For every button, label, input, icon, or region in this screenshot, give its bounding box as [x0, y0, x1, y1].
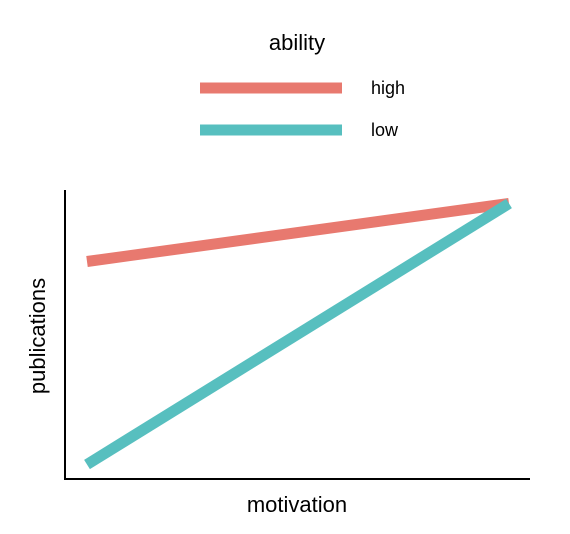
series-line-high [86, 198, 510, 267]
series-line-low [84, 198, 512, 470]
plot-area [84, 198, 512, 470]
legend: ability high low [200, 30, 405, 140]
legend-title: ability [269, 30, 325, 55]
axes [64, 190, 530, 480]
y-axis-title: publications [25, 278, 50, 394]
x-axis-title: motivation [247, 492, 347, 517]
legend-label-high: high [371, 78, 405, 98]
legend-label-low: low [371, 120, 399, 140]
